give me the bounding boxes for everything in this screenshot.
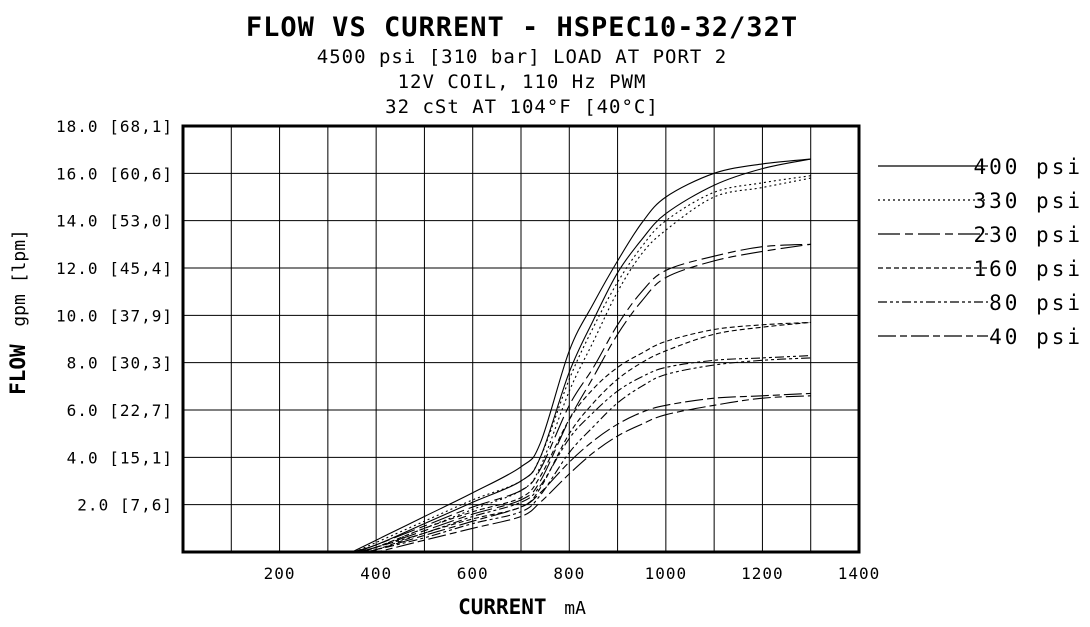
y-tick-label: 14.0 [53,0] xyxy=(56,212,173,231)
legend-label: 230 psi xyxy=(973,223,1083,247)
legend-label: 40 psi xyxy=(989,325,1083,349)
y-tick-label: 18.0 [68,1] xyxy=(56,117,173,136)
x-axis-label-name: CURRENT xyxy=(458,595,547,619)
series-330-psi xyxy=(354,175,811,553)
y-tick-label: 4.0 [15,1] xyxy=(67,448,173,467)
series-line-lower xyxy=(351,158,811,553)
y-tick-label: 16.0 [60,6] xyxy=(56,164,173,183)
series-line-lower xyxy=(364,395,811,554)
x-tick-label: 800 xyxy=(553,564,585,583)
series-400-psi xyxy=(351,158,811,553)
series-line-upper xyxy=(363,392,811,553)
x-tick-label: 1200 xyxy=(741,564,784,583)
series-line-upper xyxy=(351,158,811,553)
legend-label: 80 psi xyxy=(989,291,1083,315)
x-tick-label: 1400 xyxy=(838,564,881,583)
legend-label: 160 psi xyxy=(973,257,1083,281)
y-tick-label: 6.0 [22,7] xyxy=(67,401,173,420)
series-line-lower xyxy=(354,177,811,553)
plot-frame xyxy=(181,124,861,554)
series-line-upper xyxy=(356,243,811,553)
y-tick-label: 2.0 [7,6] xyxy=(77,496,173,515)
x-tick-label: 600 xyxy=(457,564,489,583)
series-line-lower xyxy=(356,243,811,553)
x-tick-labels: 200 400 600 800 1000 1200 1400 xyxy=(264,564,881,583)
y-tick-label: 12.0 [45,4] xyxy=(56,259,173,278)
x-tick-label: 400 xyxy=(360,564,392,583)
y-axis-label-name: FLOW xyxy=(6,344,30,395)
x-tick-label: 1000 xyxy=(645,564,688,583)
legend-label: 400 psi xyxy=(973,155,1083,179)
series-160-psi xyxy=(359,321,811,553)
chart-subtitle-1: 4500 psi [310 bar] LOAD AT PORT 2 xyxy=(317,46,728,68)
series-line-upper xyxy=(361,355,811,553)
x-axis-label: CURRENT mA xyxy=(458,595,586,619)
y-tick-label: 8.0 [30,3] xyxy=(67,354,173,373)
grid-lines xyxy=(183,126,859,552)
chart-title: FLOW VS CURRENT - HSPEC10-32/32T xyxy=(246,12,798,43)
legend-label: 330 psi xyxy=(973,189,1083,213)
y-tick-label: 10.0 [37,9] xyxy=(56,306,173,325)
series-40-psi xyxy=(363,392,811,554)
series-230-psi xyxy=(356,243,811,553)
x-axis-label-unit: mA xyxy=(564,598,586,619)
series-line-lower xyxy=(359,321,811,553)
y-axis-label-unit: gpm [lpm] xyxy=(9,229,30,327)
x-tick-label: 200 xyxy=(264,564,296,583)
y-axis-label: FLOW gpm [lpm] xyxy=(6,229,30,395)
chart-subtitle-3: 32 cSt AT 104°F [40°C] xyxy=(385,96,659,118)
y-tick-labels: 2.0 [7,6] 4.0 [15,1] 6.0 [22,7] 8.0 [30,3] 1… xyxy=(56,117,173,515)
series-line-upper xyxy=(359,321,811,553)
legend: 400 psi 330 psi 230 psi 160 psi 80 psi 40 psi xyxy=(878,155,1083,349)
chart-subtitle-2: 12V COIL, 110 Hz PWM xyxy=(398,71,647,93)
series-lines xyxy=(351,158,811,554)
series-80-psi xyxy=(361,355,811,553)
series-line-lower xyxy=(361,357,811,553)
